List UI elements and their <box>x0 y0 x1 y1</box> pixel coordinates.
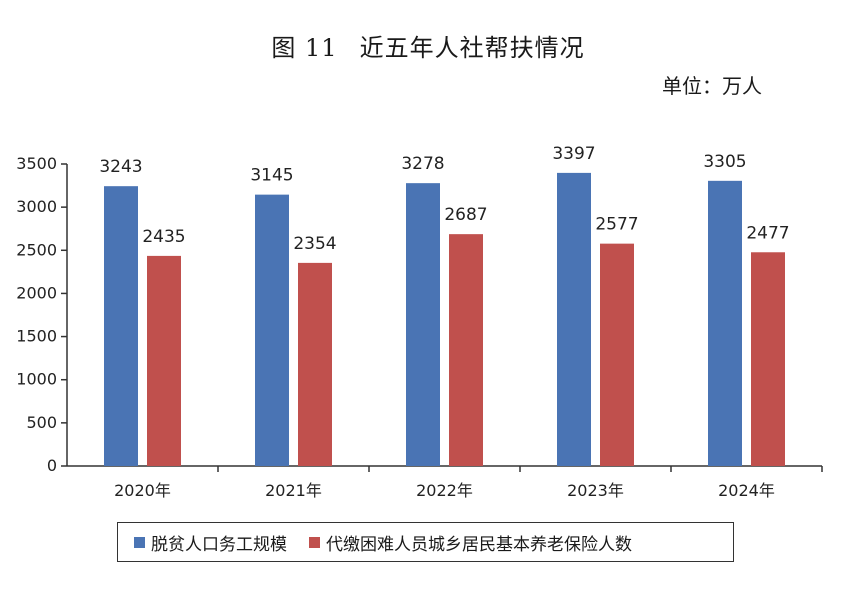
x-tick-label: 2021年 <box>265 481 322 500</box>
bar-series-2 <box>147 255 181 466</box>
bar-chart: 0 500 1000 1500 2000 2500 3000 3500 3243 2435 2020… <box>16 144 823 500</box>
data-label-series-1: 3145 <box>250 166 293 186</box>
unit-label: 单位：万人 <box>662 74 762 98</box>
chart-legend: 脱贫人口务工规模 代缴困难人员城乡居民基本养老保险人数 <box>117 522 734 562</box>
x-tick-label: 2022年 <box>416 481 473 500</box>
data-label-series-1: 3243 <box>99 157 142 177</box>
y-tick-label: 3500 <box>16 154 57 173</box>
bar-series-1 <box>255 194 289 467</box>
data-label-series-2: 2577 <box>595 215 638 235</box>
data-label-series-1: 3278 <box>401 154 444 174</box>
data-label-series-1: 3305 <box>703 152 746 172</box>
legend-label-series-1: 脱贫人口务工规模 <box>151 534 287 555</box>
y-tick-label: 1500 <box>16 327 57 346</box>
y-tick-label: 3000 <box>16 197 57 216</box>
data-label-series-2: 2477 <box>746 223 789 243</box>
y-tick-label: 500 <box>26 413 57 432</box>
bar-series-1 <box>104 186 138 467</box>
legend-swatch-series-2 <box>309 536 320 548</box>
data-label-series-2: 2354 <box>293 234 336 254</box>
x-tick-label: 2020年 <box>114 481 171 500</box>
y-tick-label: 2000 <box>16 283 57 302</box>
y-tick-label: 1000 <box>16 370 57 389</box>
legend-swatch-series-1 <box>134 536 145 548</box>
bar-series-2 <box>600 243 634 466</box>
figure-title-text: 近五年人社帮扶情况 <box>359 34 585 62</box>
data-label-series-1: 3397 <box>552 144 595 164</box>
bar-series-2 <box>449 234 483 466</box>
chart-title: 图 11 近五年人社帮扶情况 <box>0 28 856 63</box>
legend-item-series-1: 脱贫人口务工规模 <box>134 530 287 555</box>
legend-label-series-2: 代缴困难人员城乡居民基本养老保险人数 <box>326 534 632 555</box>
bar-series-2 <box>751 252 785 466</box>
bar-series-1 <box>557 172 591 466</box>
bar-series-2 <box>298 262 332 466</box>
legend-item-series-2: 代缴困难人员城乡居民基本养老保险人数 <box>309 530 632 555</box>
data-label-series-2: 2687 <box>444 205 487 225</box>
data-label-series-2: 2435 <box>142 227 185 247</box>
figure-number: 图 11 <box>271 34 338 62</box>
y-tick-label: 0 <box>47 456 57 475</box>
y-tick-label: 2500 <box>16 240 57 259</box>
x-tick-label: 2023年 <box>567 481 624 500</box>
bar-series-1 <box>406 183 440 466</box>
bar-series-1 <box>708 180 742 466</box>
x-tick-label: 2024年 <box>718 481 775 500</box>
